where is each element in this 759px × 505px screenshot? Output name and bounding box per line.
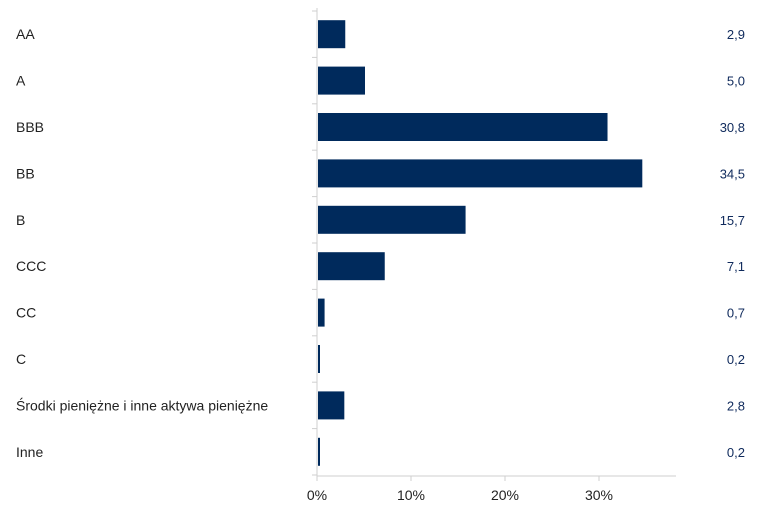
- category-label: BB: [16, 165, 35, 181]
- value-label: 30,8: [720, 120, 745, 135]
- x-tick-label: 30%: [585, 487, 613, 503]
- bar: [318, 437, 320, 466]
- category-label: BBB: [16, 119, 44, 135]
- category-label: C: [16, 351, 26, 367]
- value-label: 0,7: [727, 306, 745, 321]
- category-label: B: [16, 212, 25, 228]
- category-label: AA: [16, 26, 35, 42]
- category-label: CCC: [16, 258, 46, 274]
- value-labels: 2,9 5,0 30,8 34,5 15,7 7,1 0,7 0,2 2,8 0,2: [720, 27, 745, 460]
- y-axis-ticks: [312, 10, 317, 476]
- value-label: 7,1: [727, 259, 745, 274]
- value-label: 34,5: [720, 166, 745, 181]
- x-tick-label: 20%: [491, 487, 519, 503]
- category-label: CC: [16, 305, 36, 321]
- bar: [318, 345, 320, 373]
- category-label: Inne: [16, 444, 43, 460]
- value-label: 2,8: [727, 398, 745, 413]
- bar: [318, 113, 608, 141]
- x-tick-label: 10%: [397, 487, 425, 503]
- category-label: Środki pieniężne i inne aktywa pieniężne: [16, 396, 268, 413]
- value-label: 0,2: [727, 445, 745, 460]
- bar: [318, 391, 345, 420]
- x-axis-ticks: 0% 10% 20% 30%: [307, 476, 613, 503]
- bar: [318, 66, 365, 95]
- value-label: 0,2: [727, 352, 745, 367]
- value-label: 15,7: [720, 213, 745, 228]
- value-label: 2,9: [727, 27, 745, 42]
- x-tick-label: 0%: [307, 487, 327, 503]
- bars-group: [318, 20, 643, 466]
- bar: [318, 298, 325, 327]
- value-label: 5,0: [727, 74, 745, 89]
- bar: [318, 20, 346, 49]
- bar: [318, 252, 385, 281]
- category-label: A: [16, 73, 26, 89]
- bar: [318, 159, 643, 188]
- bar: [318, 205, 466, 234]
